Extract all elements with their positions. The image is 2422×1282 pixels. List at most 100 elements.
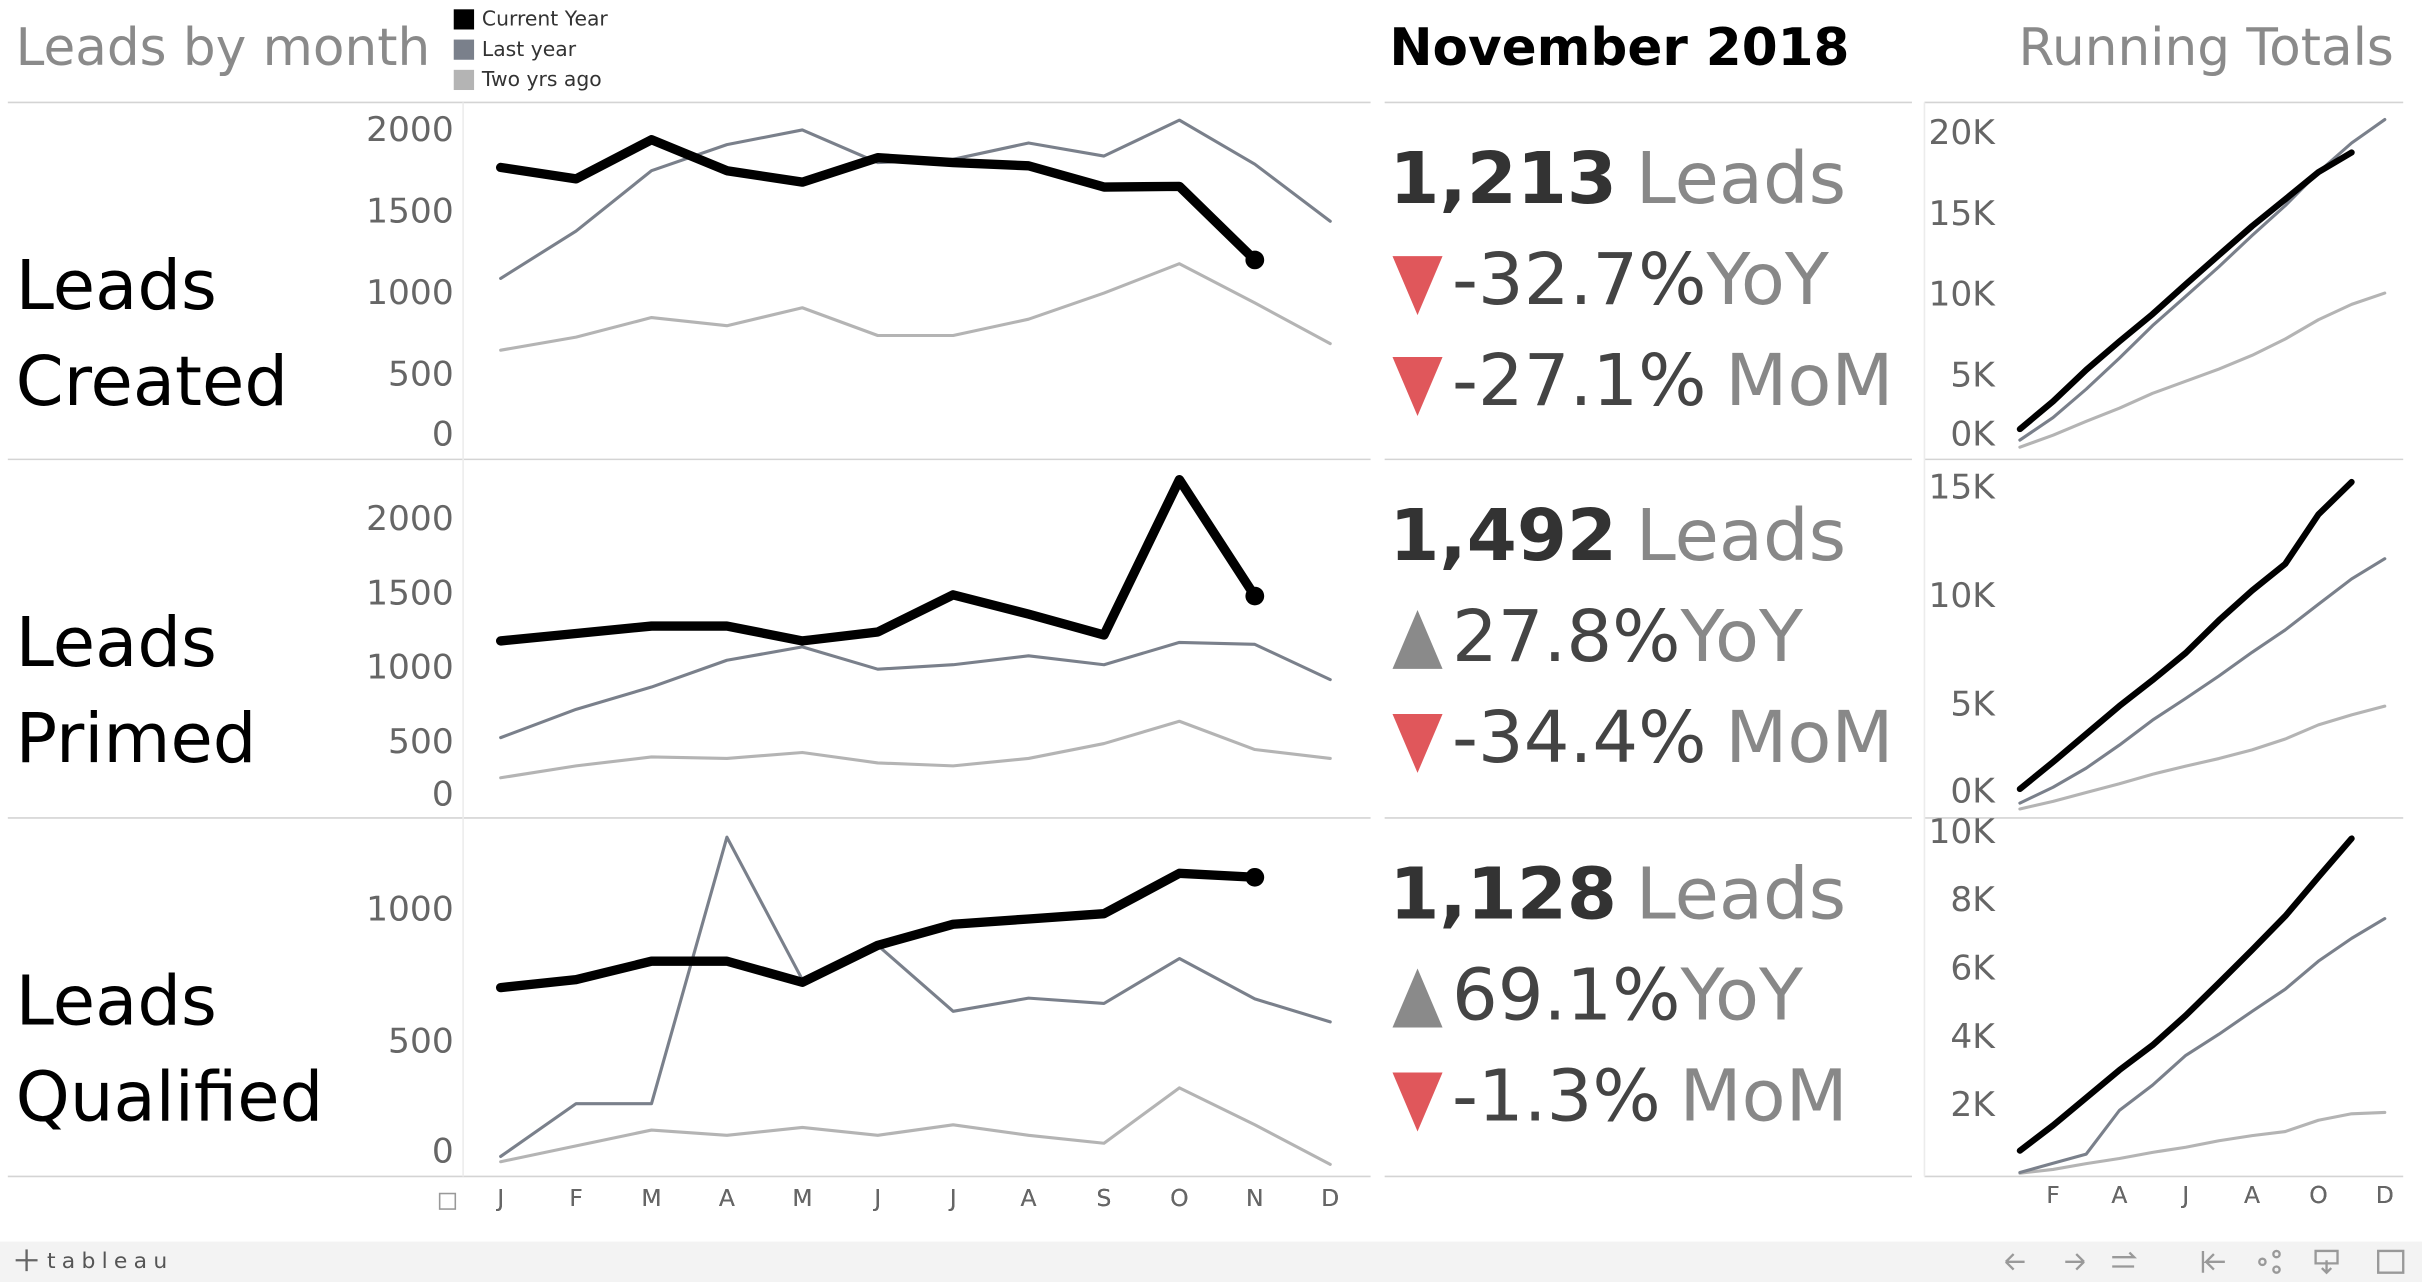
series-line	[2018, 291, 2387, 449]
kpi-value: 1,492	[1389, 493, 1617, 577]
y-tick-label: 0	[432, 415, 454, 455]
x-tick-label: S	[1097, 1184, 1112, 1212]
x-tick-label: J	[495, 1184, 504, 1212]
last-point	[1245, 250, 1265, 270]
kpi-value: 1,128	[1389, 851, 1617, 935]
y-tick-label: 1000	[366, 273, 454, 313]
kpi-unit: Leads	[1636, 136, 1846, 220]
kpi-change-line: -32.7%YoY	[1452, 237, 1829, 321]
series-line	[495, 135, 1260, 265]
trend-arrow	[1392, 713, 1443, 773]
x-tick-label: A	[1021, 1184, 1037, 1212]
x-tick-label: A	[1021, 1184, 1037, 1212]
x-tick-label: M	[641, 1184, 661, 1212]
x-tick-label: M	[641, 1184, 661, 1212]
legend-label: Two yrs ago	[481, 67, 602, 91]
x-tick-label: M	[641, 1184, 661, 1212]
x-tick-label: S	[1097, 1184, 1112, 1212]
running-title: Running Totals	[2019, 18, 2394, 78]
y-tick-label: 20K	[1929, 113, 1997, 153]
legend-swatch	[453, 69, 475, 91]
row-title-box: Leads Created	[16, 247, 288, 422]
x-tick-label: A	[2244, 1181, 2260, 1209]
y-tick-label: 500	[388, 722, 454, 762]
x-tick-label: M	[792, 1184, 812, 1212]
series-line	[499, 262, 1332, 352]
y-tick-label: 1000	[366, 648, 454, 688]
x-tick-label: D	[2376, 1181, 2394, 1209]
y-tick-label: 10K	[1929, 576, 1997, 616]
y-tick-label: 0	[432, 775, 454, 815]
legend-swatch	[453, 9, 475, 30]
series-line	[2016, 149, 2355, 433]
expand-icon[interactable]	[438, 1192, 457, 1210]
x-tick-label: D	[1321, 1184, 1339, 1212]
series-line	[2018, 557, 2387, 805]
kpi-change: -32.7%	[1452, 237, 1707, 321]
x-tick-label: D	[1321, 1184, 1339, 1212]
kpi-value-line: 1,128 Leads	[1389, 851, 1846, 935]
kpi-change: 69.1%	[1452, 952, 1681, 1036]
toolbar	[0, 1241, 2422, 1282]
x-tick-label: F	[569, 1184, 582, 1212]
series-line	[499, 118, 1332, 280]
series-line	[499, 835, 1332, 1158]
kpi-change-label: MoM	[1725, 338, 1893, 422]
series-line	[495, 868, 1260, 993]
kpi-change-label: YoY	[1680, 952, 1804, 1036]
trend-arrow	[1392, 356, 1443, 416]
x-tick-label: A	[2111, 1181, 2127, 1209]
series-line	[2016, 835, 2355, 1154]
x-tick-label: O	[2309, 1181, 2327, 1209]
y-tick-label: 8K	[1950, 880, 1996, 920]
y-tick-label: 2K	[1950, 1085, 1996, 1125]
x-tick-label: J	[948, 1184, 957, 1212]
legend-swatch	[453, 39, 475, 60]
kpi-change: -34.4%	[1452, 695, 1707, 779]
row-title-box: Leads Primed	[15, 603, 257, 780]
kpi-change: 27.8%	[1452, 594, 1681, 678]
x-tick-label: F	[2046, 1181, 2059, 1209]
toolbar-icons[interactable]	[2004, 1249, 2405, 1275]
x-tick-label: D	[1321, 1184, 1339, 1212]
trend-arrow	[1392, 609, 1443, 669]
x-tick-label: M	[792, 1184, 812, 1212]
kpi-value-line: 1,213 Leads	[1389, 136, 1846, 220]
x-tick-label: S	[1097, 1184, 1112, 1212]
y-tick-label: 0K	[1950, 772, 1996, 812]
x-tick-label: O	[1170, 1184, 1188, 1212]
x-tick-label: A	[2111, 1181, 2127, 1209]
x-tick-label: N	[1246, 1184, 1264, 1212]
x-tick-label: J	[2180, 1181, 2189, 1209]
x-tick-label: O	[1170, 1184, 1188, 1212]
last-point	[1245, 867, 1265, 887]
x-tick-label: A	[719, 1184, 735, 1212]
trend-arrow	[1392, 256, 1443, 316]
x-tick-label: J	[495, 1184, 504, 1212]
series-line	[499, 719, 1332, 780]
x-tick-label: F	[569, 1184, 582, 1212]
x-tick-label: J	[872, 1184, 881, 1212]
y-tick-label: 1500	[366, 573, 454, 613]
y-tick-label: 6K	[1950, 949, 1996, 989]
x-tick-label: N	[1246, 1184, 1264, 1212]
series-line	[2018, 1110, 2387, 1175]
kpi-value-line: 1,492 Leads	[1389, 493, 1846, 577]
kpi-change-line: -27.1% MoM	[1452, 338, 1894, 422]
y-tick-label: 500	[388, 355, 454, 395]
x-tick-label: J	[2180, 1181, 2189, 1209]
y-tick-label: 1500	[366, 192, 454, 232]
x-tick-label: F	[2046, 1181, 2059, 1209]
kpi-unit: Leads	[1636, 493, 1846, 577]
trend-arrow	[1392, 968, 1443, 1028]
tableau-logo-icon	[15, 1249, 38, 1272]
x-tick-label: J	[948, 1184, 957, 1212]
series-line	[2018, 917, 2387, 1175]
kpi-change-label: MoM	[1680, 1053, 1848, 1137]
x-tick-label: J	[872, 1184, 881, 1212]
x-tick-label: O	[1170, 1184, 1188, 1212]
x-tick-label: A	[2111, 1181, 2127, 1209]
row-title: Leads Primed	[15, 603, 257, 780]
y-tick-label: 10K	[1929, 812, 1997, 852]
